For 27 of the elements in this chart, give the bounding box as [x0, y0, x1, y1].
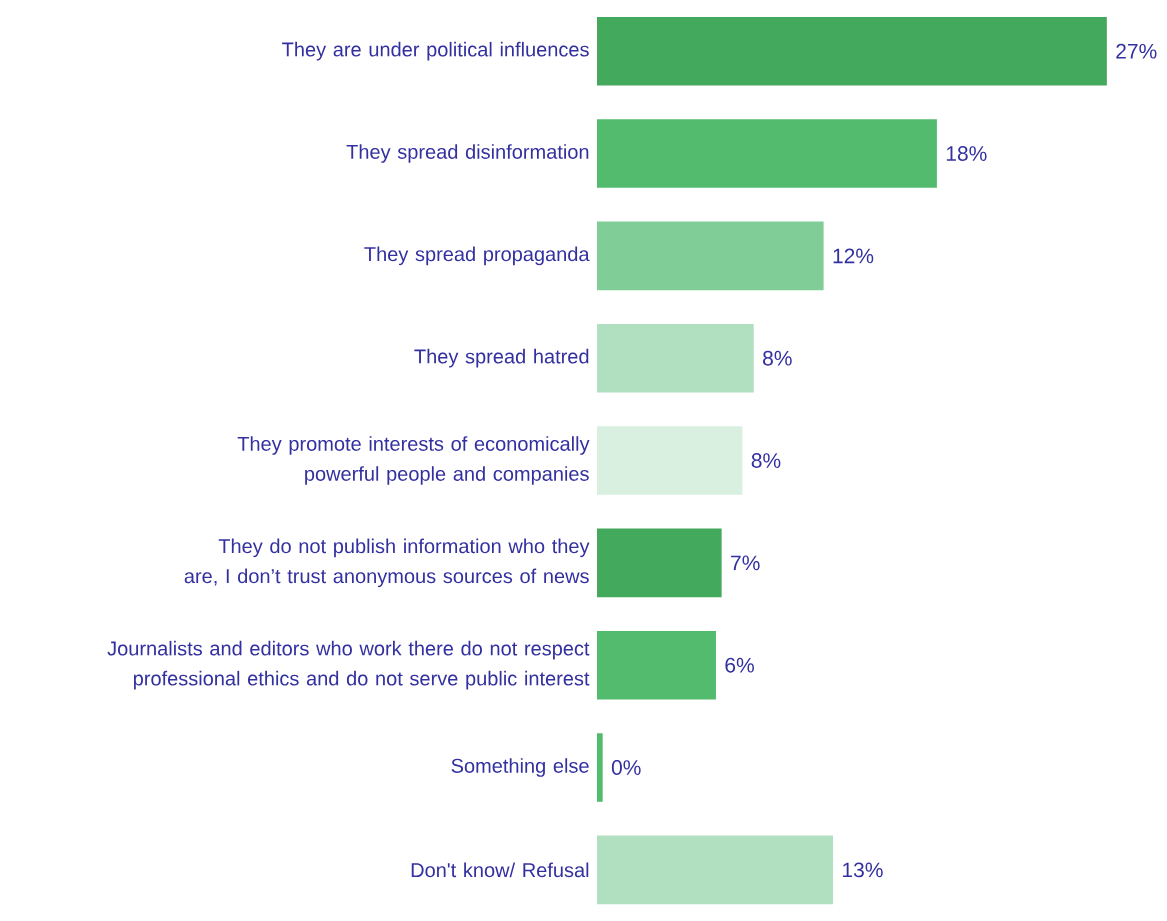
- y-tick-label: They do not publish information who they are, I don’t trust anonymous sources of news: [184, 538, 590, 588]
- y-tick-label: They are under political influences: [282, 41, 589, 61]
- data-label: 8%: [763, 350, 792, 366]
- y-tick-label: Don't know/ Refusal: [411, 862, 589, 878]
- data-label: 8%: [751, 453, 781, 468]
- bar: [597, 630, 716, 700]
- data-label: 18%: [946, 146, 987, 161]
- bar: [597, 119, 937, 188]
- bar: [597, 528, 722, 598]
- bar: [597, 16, 1107, 86]
- data-label: 12%: [833, 248, 874, 264]
- y-tick-label: They spread disinformation: [346, 144, 589, 163]
- data-label: 6%: [725, 657, 754, 673]
- data-label: 7%: [731, 555, 760, 571]
- data-label: 13%: [843, 862, 883, 878]
- y-tick-label: Something else: [451, 758, 589, 777]
- data-label: 0%: [611, 760, 641, 775]
- bar: [597, 733, 603, 802]
- data-label: 27%: [1116, 43, 1157, 59]
- y-tick-label: They promote interests of economically powerful people and companies: [237, 436, 590, 485]
- y-tick-label: They spread propaganda: [364, 246, 590, 266]
- y-tick-label: They spread hatred: [414, 348, 589, 368]
- bar: [597, 221, 824, 291]
- y-tick-label: Journalists and editors who work there do not respect professional ethics and do not serve public interest: [107, 640, 590, 690]
- bar: [597, 323, 754, 393]
- bar: [597, 426, 743, 495]
- bar: [597, 835, 834, 905]
